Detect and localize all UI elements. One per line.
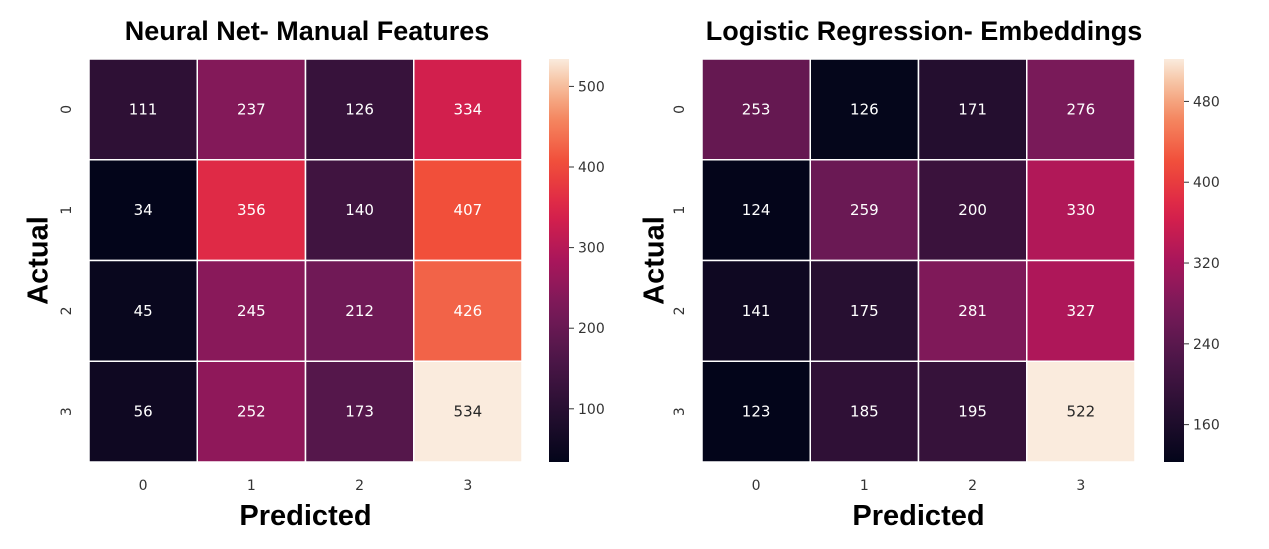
colorbar-tick-label: 240 (1193, 337, 1220, 353)
colorbar-tick-label: 160 (1193, 418, 1220, 434)
y-tick-label: 0 (59, 105, 75, 114)
colorbar-tick-label: 500 (578, 79, 605, 95)
cell-value-label: 141 (742, 302, 771, 320)
colorbar-tick-label: 200 (578, 321, 605, 337)
heatmap-cell (809, 58, 920, 161)
heatmap-cell (809, 360, 920, 463)
x-tick-label: 3 (463, 478, 472, 494)
cell-value-label: 253 (742, 100, 771, 118)
colorbar-tick-label: 400 (1193, 175, 1220, 191)
chart-title: Neural Net- Manual Features (125, 16, 490, 46)
cell-value-label: 56 (134, 403, 153, 421)
y-tick-label: 2 (672, 306, 688, 315)
heatmap-cell (1026, 58, 1136, 161)
colorbar-tick-label: 300 (578, 241, 605, 257)
heatmap-cell (1026, 159, 1136, 262)
colorbar-tick-label: 320 (1193, 256, 1220, 272)
x-tick-label: 1 (860, 478, 869, 494)
heatmap-logistic-regression: Logistic Regression- Embeddings 253 126 171… (639, 16, 1220, 532)
cell-value-label: 34 (134, 201, 153, 219)
y-axis-label: Actual (639, 216, 671, 305)
cell-value-label: 171 (958, 100, 987, 118)
cell-value-label: 185 (850, 403, 879, 421)
heatmap-cell (917, 58, 1028, 161)
x-tick-label: 0 (752, 478, 761, 494)
heatmap-cell (196, 360, 307, 463)
colorbar-tick-label: 400 (578, 160, 605, 176)
heatmap-cell (809, 259, 920, 362)
heatmap-cell (917, 259, 1028, 362)
heatmap-cell (701, 58, 811, 161)
y-tick-label: 1 (59, 206, 75, 215)
x-axis-label: Predicted (239, 500, 371, 532)
cell-value-label: 426 (454, 302, 483, 320)
cell-value-label: 173 (345, 403, 374, 421)
heatmap-cell (701, 159, 811, 262)
cell-value-label: 356 (237, 201, 266, 219)
cell-value-label: 124 (742, 201, 771, 219)
heatmap-cell (196, 159, 307, 262)
heatmap-cell (413, 58, 523, 161)
x-tick-label: 2 (968, 478, 977, 494)
chart-title: Logistic Regression- Embeddings (706, 16, 1143, 46)
cell-value-label: 126 (850, 100, 879, 118)
cell-value-label: 334 (454, 100, 483, 118)
cell-value-label: 407 (454, 201, 483, 219)
heatmap-cell (1026, 259, 1136, 362)
colorbar-tick-label: 100 (578, 402, 605, 418)
y-tick-label: 1 (672, 206, 688, 215)
cell-value-label: 330 (1067, 201, 1096, 219)
heatmap-cell (809, 159, 920, 262)
cell-value-label: 252 (237, 403, 266, 421)
x-tick-label: 0 (139, 478, 148, 494)
y-axis-label: Actual (23, 216, 55, 305)
cell-value-label: 111 (129, 100, 158, 118)
cell-value-label: 237 (237, 100, 266, 118)
heatmap-cell (196, 259, 307, 362)
heatmap-cell (88, 58, 198, 161)
cell-value-label: 534 (454, 403, 483, 421)
cell-value-label: 175 (850, 302, 879, 320)
heatmap-cell (701, 360, 811, 463)
x-tick-label: 2 (355, 478, 364, 494)
heatmap-cell (1026, 360, 1136, 463)
cell-value-label: 281 (958, 302, 987, 320)
colorbar (1164, 59, 1184, 462)
cell-value-label: 522 (1067, 403, 1096, 421)
y-tick-label: 0 (672, 105, 688, 114)
cell-value-label: 195 (958, 403, 987, 421)
x-tick-label: 1 (247, 478, 256, 494)
cell-value-label: 45 (134, 302, 153, 320)
heatmap-cell (413, 159, 523, 262)
heatmap-cell (304, 58, 415, 161)
colorbar (549, 59, 569, 462)
heatmap-cell (701, 259, 811, 362)
cell-value-label: 140 (345, 201, 374, 219)
heatmap-cell (413, 259, 523, 362)
y-tick-label: 3 (59, 407, 75, 416)
x-axis-label: Predicted (852, 500, 984, 532)
y-tick-label: 3 (672, 407, 688, 416)
y-tick-label: 2 (59, 306, 75, 315)
cell-value-label: 276 (1067, 100, 1096, 118)
cell-value-label: 200 (958, 201, 987, 219)
heatmap-cell (196, 58, 307, 161)
x-tick-label: 3 (1076, 478, 1085, 494)
cell-value-label: 327 (1067, 302, 1096, 320)
cell-value-label: 126 (345, 100, 374, 118)
heatmap-cell (88, 360, 198, 463)
colorbar-tick-label: 480 (1193, 94, 1220, 110)
cell-value-label: 123 (742, 403, 771, 421)
cell-value-label: 259 (850, 201, 879, 219)
cell-value-label: 245 (237, 302, 266, 320)
cell-value-label: 212 (345, 302, 374, 320)
heatmap-cell (413, 360, 523, 463)
